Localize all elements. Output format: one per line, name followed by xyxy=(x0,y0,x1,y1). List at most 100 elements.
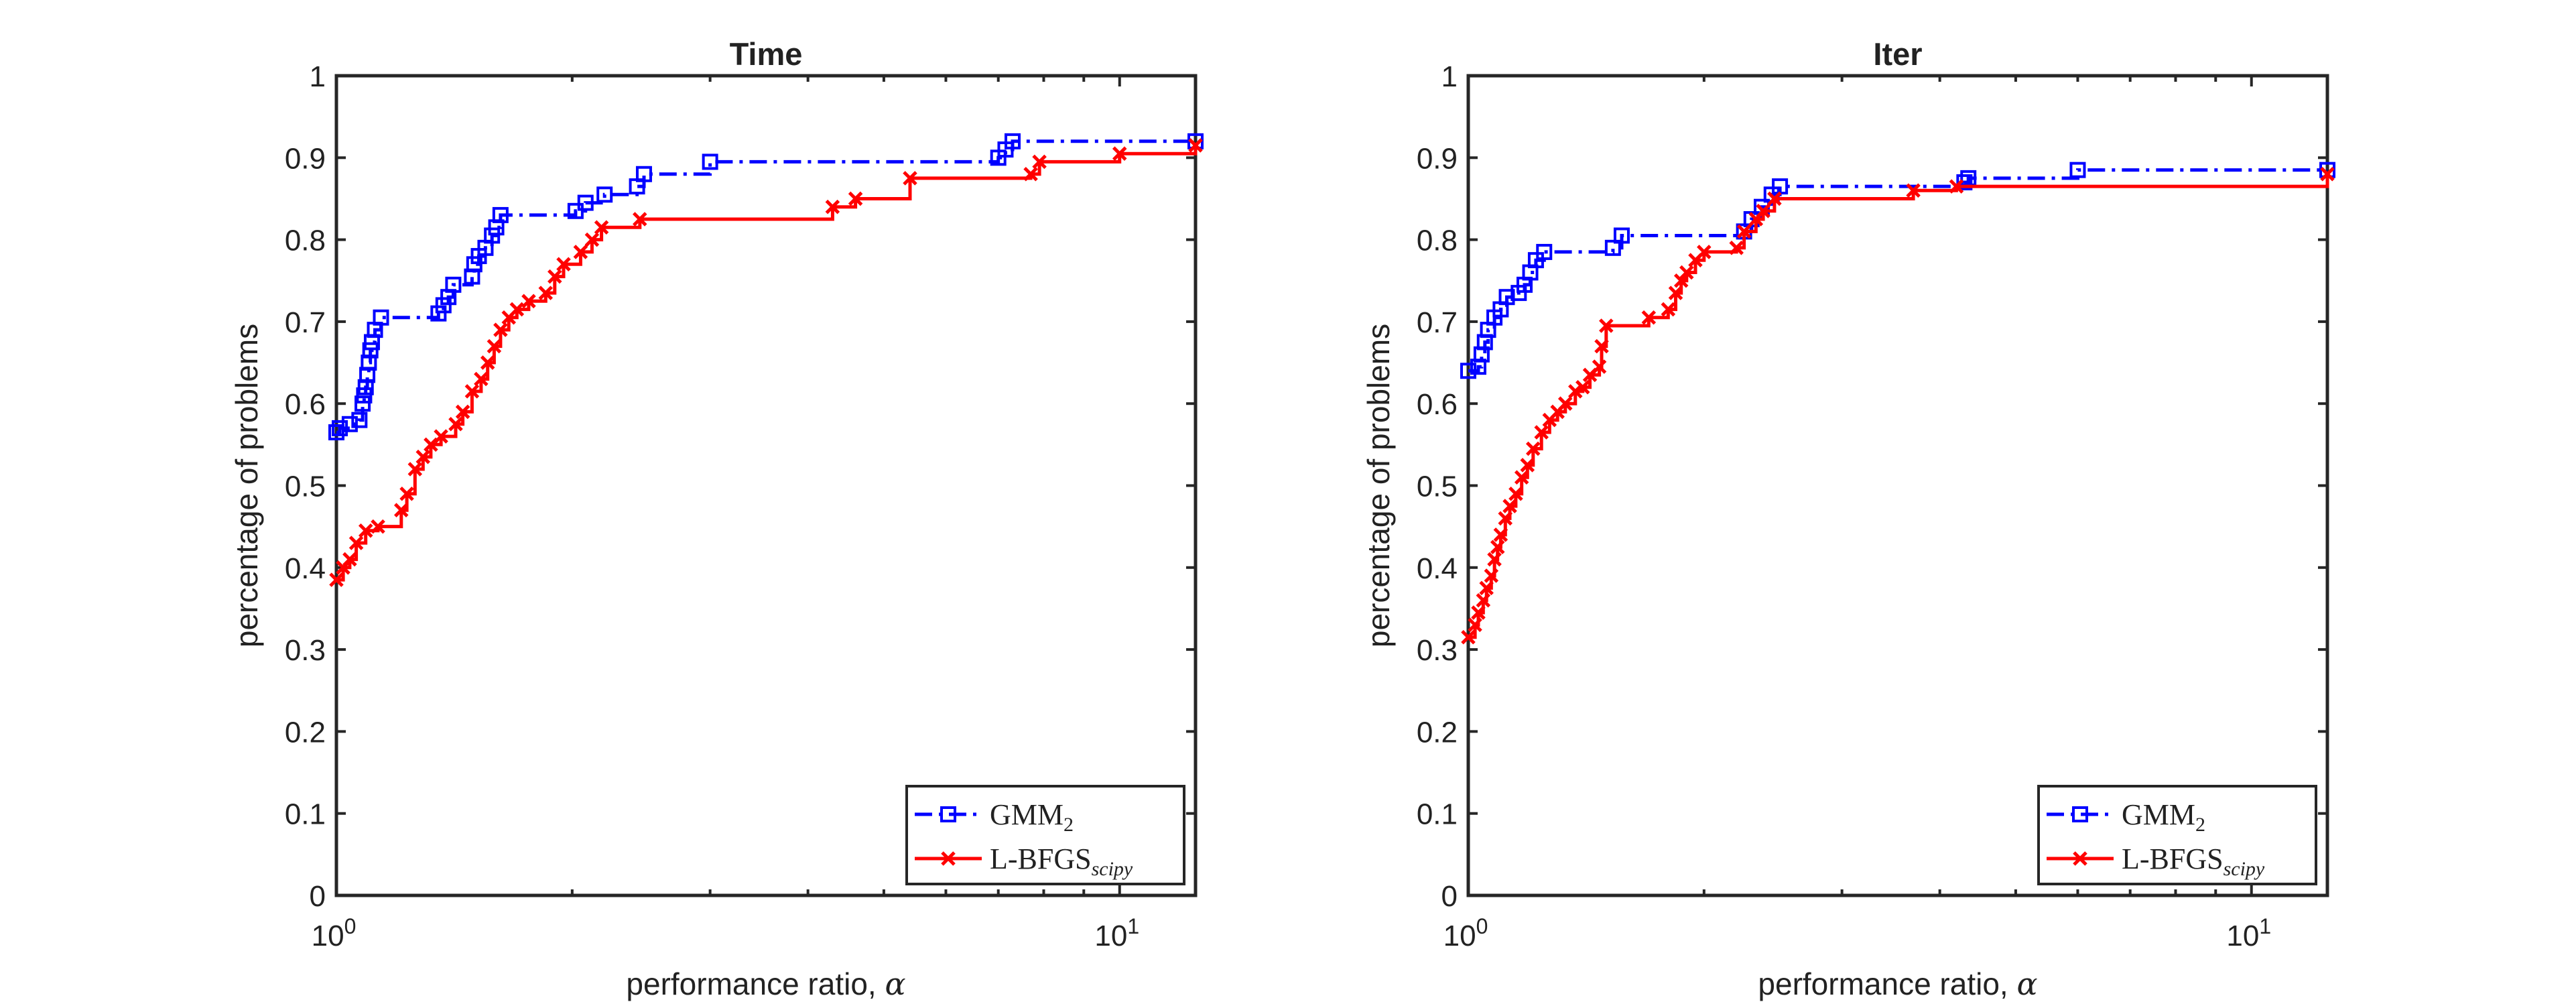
lbfgs-x-marker xyxy=(1471,605,1486,620)
y-tick-label: 0.2 xyxy=(1417,716,1458,749)
lbfgs-x-marker xyxy=(825,199,840,214)
lbfgs-x-marker xyxy=(903,171,917,186)
gmm-square-marker xyxy=(341,416,358,432)
time-panel: 0 0.1 0.2 0.3 0.4 0.5 0.6 0.7 0.8 0.9 1 100 101 Time p… xyxy=(229,36,1204,1002)
lbfgs-x-marker xyxy=(1476,592,1491,608)
lbfgs-x-marker xyxy=(393,503,409,517)
lbfgs-x-marker xyxy=(1697,245,1712,259)
y-tick-label: 0.9 xyxy=(1417,142,1458,175)
lbfgs-x-marker xyxy=(358,523,373,538)
y-tick-label: 0.3 xyxy=(1417,634,1458,667)
legend-box xyxy=(2037,785,2317,885)
lbfgs-x-marker xyxy=(1502,499,1517,513)
gmm-square-marker xyxy=(484,227,501,244)
lbfgs-x-marker xyxy=(848,191,863,206)
gmm-square-marker xyxy=(567,202,584,219)
gmm-square-marker xyxy=(1956,174,1973,190)
x-tick-label: 101 xyxy=(2226,914,2271,952)
lbfgs-x-marker xyxy=(348,536,364,550)
x-tick-label: 101 xyxy=(1094,914,1139,952)
gmm-line xyxy=(1468,168,2327,373)
gmm-square-marker xyxy=(1604,239,1621,256)
x-axis-label: performance ratio, α xyxy=(626,966,905,1002)
gmm-square-marker xyxy=(332,420,348,436)
lbfgs-x-marker xyxy=(1112,146,1127,161)
gmm-square-marker xyxy=(1527,252,1544,269)
lbfgs-x-marker xyxy=(1729,241,1744,255)
lbfgs-x-marker xyxy=(1508,486,1523,501)
lbfgs-x-marker xyxy=(1525,441,1541,456)
lbfgs-x-marker xyxy=(1490,540,1505,554)
lbfgs-x-marker xyxy=(1906,183,1921,198)
lbfgs-x-marker xyxy=(1679,265,1694,280)
legend: GMM2 L-BFGSscipy xyxy=(905,785,1185,885)
lbfgs-x-marker xyxy=(448,417,463,432)
y-tick-label: 0.7 xyxy=(1417,306,1458,339)
gmm-square-marker xyxy=(351,412,368,428)
chart-title: Time xyxy=(730,36,803,72)
gmm-legend-marker xyxy=(2072,806,2088,822)
lbfgs-x-marker xyxy=(521,294,536,309)
y-tick-label: 0 xyxy=(310,880,326,913)
lbfgs-x-marker xyxy=(1557,396,1573,411)
lbfgs-x-marker xyxy=(1493,527,1508,542)
lbfgs-series xyxy=(1461,166,2335,645)
gmm-legend-marker xyxy=(940,806,956,822)
x-tick-label: 100 xyxy=(1443,914,1488,952)
lbfgs-x-marker xyxy=(1575,379,1590,395)
lbfgs-x-marker xyxy=(1520,458,1535,473)
y-tick-label: 0.5 xyxy=(1417,470,1458,503)
lbfgs-x-marker xyxy=(434,429,448,444)
lbfgs-line xyxy=(336,145,1198,582)
lbfgs-x-marker xyxy=(1534,425,1549,440)
lbfgs-x-marker xyxy=(1641,310,1657,325)
lbfgs-x-marker xyxy=(594,220,609,235)
y-tick-label: 0.4 xyxy=(285,552,326,585)
lbfgs-x-marker xyxy=(1468,617,1482,633)
gmm-square-marker xyxy=(373,309,389,326)
lbfgs-x-marker xyxy=(1461,629,1476,645)
lbfgs-x-marker xyxy=(1032,154,1047,170)
lbfgs-x-marker xyxy=(1514,470,1529,485)
lbfgs-x-marker xyxy=(1188,138,1203,153)
lbfgs-x-marker xyxy=(1661,302,1676,317)
gmm-square-marker xyxy=(1004,133,1021,149)
lbfgs-legend-marker xyxy=(941,851,956,866)
chart-title: Iter xyxy=(1873,36,1922,72)
gmm-square-marker xyxy=(702,153,718,170)
gmm-square-marker xyxy=(2069,162,2086,178)
lbfgs-x-marker xyxy=(1487,552,1502,567)
lbfgs-x-marker xyxy=(493,322,508,337)
lbfgs-x-marker xyxy=(573,245,588,259)
lbfgs-x-marker xyxy=(1599,318,1614,333)
y-tick-label: 0.4 xyxy=(1417,552,1458,585)
gmm-square-marker xyxy=(492,206,509,223)
lbfgs-x-marker xyxy=(584,232,600,247)
lbfgs-x-marker xyxy=(407,462,423,477)
lbfgs-x-marker xyxy=(455,404,470,420)
lbfgs-x-marker xyxy=(1498,511,1513,526)
gmm-series xyxy=(328,133,1204,441)
y-tick-label: 0.8 xyxy=(285,225,326,257)
legend-box xyxy=(905,785,1185,885)
y-tick-label: 0.6 xyxy=(1417,388,1458,421)
lbfgs-x-marker xyxy=(1767,191,1782,206)
lbfgs-x-marker xyxy=(509,302,525,317)
x-axis-label: performance ratio, α xyxy=(1758,966,2037,1002)
lbfgs-x-marker xyxy=(1023,166,1038,182)
lbfgs-x-marker xyxy=(415,449,431,464)
gmm-legend-label: GMM2 xyxy=(990,798,1074,836)
lbfgs-line xyxy=(1468,174,2329,639)
y-tick-label: 0.7 xyxy=(285,306,326,339)
gmm-square-marker xyxy=(466,256,482,273)
lbfgs-x-marker xyxy=(480,355,495,370)
gmm-legend-label: GMM2 xyxy=(2122,798,2205,836)
lbfgs-x-marker xyxy=(1756,204,1770,218)
y-tick-label: 1 xyxy=(310,60,326,93)
lbfgs-legend-label: L-BFGSscipy xyxy=(2122,842,2265,880)
lbfgs-x-marker xyxy=(1736,224,1752,239)
axes-box xyxy=(334,74,1198,897)
lbfgs-x-marker xyxy=(371,519,385,534)
lbfgs-legend-marker xyxy=(2073,851,2087,866)
